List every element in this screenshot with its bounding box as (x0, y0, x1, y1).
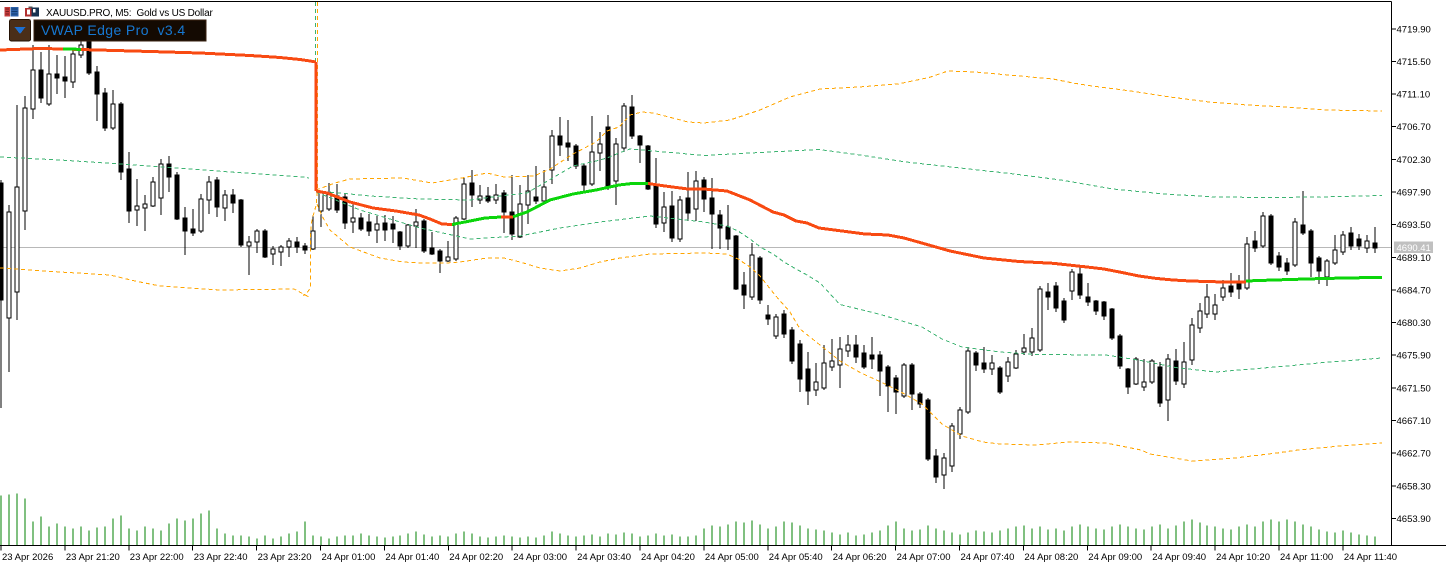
svg-text:24 Apr 03:00: 24 Apr 03:00 (513, 552, 567, 563)
svg-text:4689.10: 4689.10 (1397, 253, 1431, 264)
svg-text:VWAP Edge Pro v3.4: VWAP Edge Pro v3.4 (41, 22, 186, 38)
svg-text:23 Apr 2026: 23 Apr 2026 (2, 552, 53, 563)
svg-text:4667.10: 4667.10 (1397, 416, 1431, 427)
svg-text:24 Apr 11:00: 24 Apr 11:00 (1280, 552, 1333, 563)
svg-text:4706.70: 4706.70 (1397, 122, 1431, 133)
svg-text:24 Apr 01:00: 24 Apr 01:00 (322, 552, 376, 563)
svg-text:24 Apr 03:40: 24 Apr 03:40 (577, 552, 631, 563)
svg-text:24 Apr 02:20: 24 Apr 02:20 (449, 552, 503, 563)
svg-text:24 Apr 04:20: 24 Apr 04:20 (641, 552, 695, 563)
svg-text:4702.30: 4702.30 (1397, 155, 1431, 166)
svg-text:23 Apr 22:40: 23 Apr 22:40 (194, 552, 248, 563)
svg-text:4671.50: 4671.50 (1397, 383, 1431, 394)
svg-text:4693.50: 4693.50 (1397, 220, 1431, 231)
svg-text:4675.90: 4675.90 (1397, 351, 1431, 362)
svg-text:24 Apr 01:40: 24 Apr 01:40 (385, 552, 439, 563)
svg-text:4690.41: 4690.41 (1397, 243, 1431, 254)
svg-text:24 Apr 08:20: 24 Apr 08:20 (1024, 552, 1078, 563)
svg-text:24 Apr 05:40: 24 Apr 05:40 (769, 552, 823, 563)
svg-text:24 Apr 05:00: 24 Apr 05:00 (705, 552, 759, 563)
svg-text:4684.70: 4684.70 (1397, 285, 1431, 296)
svg-text:23 Apr 23:20: 23 Apr 23:20 (258, 552, 312, 563)
svg-text:4719.90: 4719.90 (1397, 24, 1431, 35)
svg-text:XAUUSD.PRO, M5: Gold vs US Do: XAUUSD.PRO, M5: Gold vs US Dollar (46, 8, 213, 19)
svg-text:4653.90: 4653.90 (1397, 514, 1431, 525)
svg-text:4711.10: 4711.10 (1397, 90, 1431, 101)
svg-text:24 Apr 09:00: 24 Apr 09:00 (1088, 552, 1142, 563)
svg-text:24 Apr 07:00: 24 Apr 07:00 (897, 552, 951, 563)
svg-text:23 Apr 22:00: 23 Apr 22:00 (130, 552, 184, 563)
svg-text:24 Apr 07:40: 24 Apr 07:40 (961, 552, 1015, 563)
svg-text:24 Apr 06:20: 24 Apr 06:20 (833, 552, 887, 563)
svg-text:24 Apr 10:20: 24 Apr 10:20 (1216, 552, 1270, 563)
svg-text:23 Apr 21:20: 23 Apr 21:20 (66, 552, 120, 563)
svg-text:4680.30: 4680.30 (1397, 318, 1431, 329)
svg-text:24 Apr 11:40: 24 Apr 11:40 (1344, 552, 1397, 563)
svg-text:4715.50: 4715.50 (1397, 57, 1431, 68)
svg-text:4697.90: 4697.90 (1397, 188, 1431, 199)
svg-text:4658.30: 4658.30 (1397, 481, 1431, 492)
svg-text:24 Apr 09:40: 24 Apr 09:40 (1152, 552, 1206, 563)
svg-text:4662.70: 4662.70 (1397, 449, 1431, 460)
